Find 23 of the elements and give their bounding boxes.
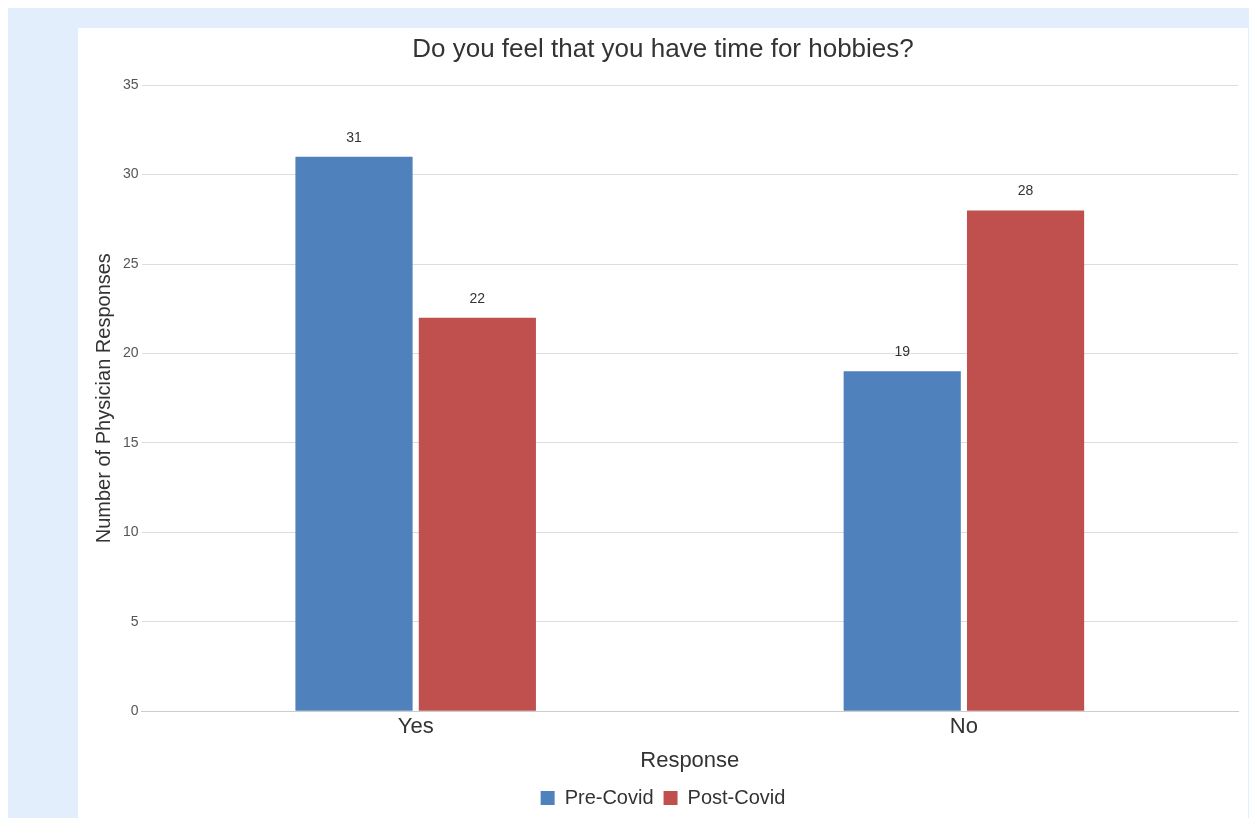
legend-label: Post-Covid [687, 785, 786, 808]
bar [843, 371, 961, 711]
y-tick-label: 5 [130, 612, 139, 629]
y-tick-label: 10 [122, 523, 139, 540]
x-tick-label: No [949, 713, 978, 739]
y-tick-label: 30 [122, 165, 139, 182]
legend-label: Pre-Covid [564, 785, 654, 808]
x-tick-label: Yes [397, 713, 434, 739]
data-label: 28 [1017, 182, 1034, 199]
bar [295, 156, 413, 711]
bar [966, 210, 1085, 711]
data-label: 22 [469, 289, 486, 306]
y-tick-label: 20 [122, 344, 139, 361]
y-tick-label: 0 [130, 702, 139, 719]
data-label: 31 [346, 128, 362, 145]
y-tick-label: 35 [122, 76, 139, 93]
data-label: 19 [894, 343, 911, 360]
bar [418, 317, 536, 711]
chart-title: Do you feel that you have time for hobbies? [412, 32, 914, 63]
y-tick-label: 15 [122, 433, 139, 450]
y-tick-label: 25 [122, 254, 139, 271]
y-axis-title: Number of Physician Responses [91, 253, 114, 544]
x-axis-title: Response [640, 746, 740, 772]
